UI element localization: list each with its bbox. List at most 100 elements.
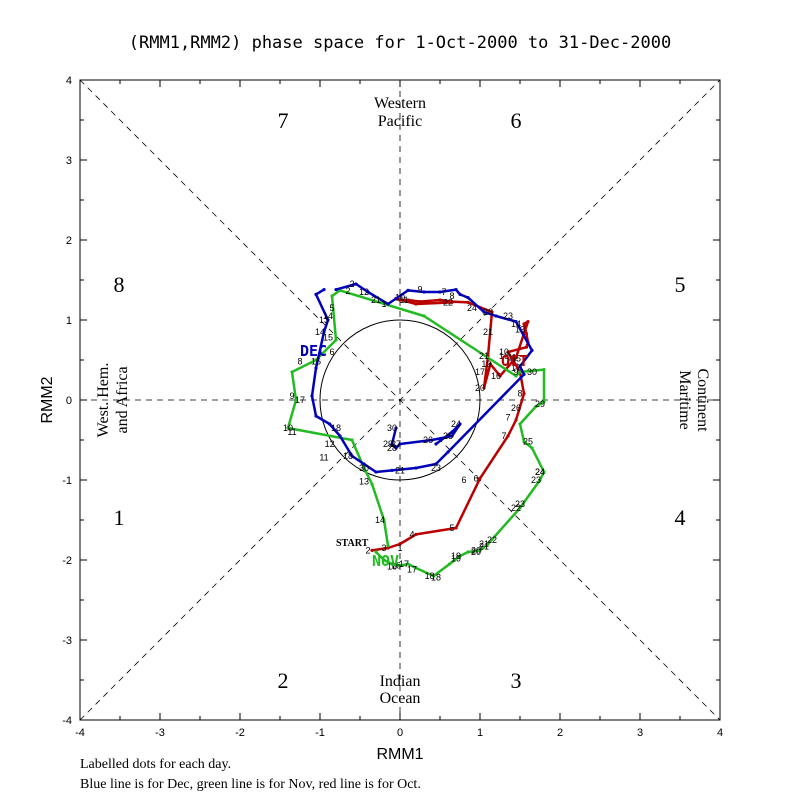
day-label: 12 bbox=[359, 287, 369, 297]
day-dot bbox=[394, 446, 398, 450]
day-label: 10 bbox=[499, 347, 509, 357]
y-tick-label: -3 bbox=[62, 635, 72, 647]
day-label: 11 bbox=[319, 453, 328, 463]
day-dot bbox=[450, 430, 454, 434]
day-dot bbox=[290, 370, 294, 374]
x-tick-label: 2 bbox=[557, 727, 563, 739]
day-dot bbox=[338, 434, 342, 438]
day-label: 29 bbox=[535, 399, 545, 409]
day-dot bbox=[438, 298, 442, 302]
day-dot bbox=[522, 440, 526, 444]
day-dot bbox=[466, 300, 470, 304]
x-tick-label: -1 bbox=[315, 727, 325, 739]
day-label: 23 bbox=[431, 463, 441, 473]
day-label: 16 bbox=[387, 561, 397, 571]
day-dot bbox=[382, 518, 386, 522]
day-dot bbox=[398, 564, 402, 568]
day-label: 13 bbox=[319, 315, 329, 325]
phase-label-3: 3 bbox=[511, 668, 522, 693]
day-label: 21 bbox=[483, 327, 493, 337]
day-label: 28 bbox=[387, 443, 397, 453]
day-label: 8 bbox=[449, 291, 454, 301]
x-tick-label: -2 bbox=[235, 727, 245, 739]
series-group bbox=[286, 282, 546, 578]
day-label: 11 bbox=[287, 427, 296, 437]
day-label: 24 bbox=[451, 419, 461, 429]
x-tick-label: -4 bbox=[75, 727, 85, 739]
day-dot bbox=[386, 302, 390, 306]
day-dot bbox=[310, 394, 314, 398]
day-dot bbox=[414, 532, 418, 537]
unit-circle bbox=[319, 319, 481, 481]
day-dot bbox=[350, 438, 354, 442]
day-dot bbox=[322, 288, 326, 292]
day-label: 20 bbox=[471, 547, 481, 557]
day-label: 13 bbox=[515, 325, 525, 335]
day-dot bbox=[534, 404, 538, 408]
day-label: 17 bbox=[399, 559, 409, 569]
day-dot bbox=[506, 434, 510, 438]
month-label-dec: DEC bbox=[300, 342, 327, 360]
day-label: 30 bbox=[387, 423, 397, 433]
series-line-dec bbox=[310, 282, 534, 474]
day-label: 19 bbox=[451, 551, 461, 561]
day-dot bbox=[458, 554, 462, 558]
day-dot bbox=[370, 482, 374, 486]
day-dot bbox=[526, 320, 530, 324]
day-dot bbox=[386, 544, 390, 548]
day-dot bbox=[498, 374, 502, 378]
day-label: 24 bbox=[535, 467, 545, 477]
day-dot bbox=[522, 392, 526, 396]
day-label: 17 bbox=[295, 395, 305, 405]
phase-label-2: 2 bbox=[278, 668, 289, 693]
day-label: 5 bbox=[329, 303, 334, 313]
day-label: 28 bbox=[483, 307, 493, 317]
day-dot bbox=[314, 292, 318, 296]
day-label: 22 bbox=[487, 535, 497, 545]
day-dot bbox=[518, 422, 522, 426]
day-dot bbox=[366, 290, 370, 294]
day-dot bbox=[486, 542, 490, 546]
day-dot bbox=[524, 332, 529, 336]
day-dot bbox=[506, 350, 510, 354]
day-dot bbox=[382, 558, 386, 562]
y-tick-label: -4 bbox=[62, 715, 72, 727]
start-label: START bbox=[336, 538, 369, 549]
series-line-nov bbox=[286, 289, 546, 578]
month-label-nov: NOV bbox=[372, 552, 399, 570]
x-axis-label: RMM1 bbox=[376, 746, 423, 763]
chart-title: (RMM1,RMM2) phase space for 1-Oct-2000 t… bbox=[129, 33, 671, 53]
day-dot bbox=[466, 296, 470, 300]
day-dot bbox=[406, 562, 410, 566]
day-dot bbox=[398, 298, 402, 302]
y-axis-label: RMM2 bbox=[39, 376, 56, 423]
day-dot bbox=[334, 288, 338, 292]
day-dot bbox=[330, 294, 334, 298]
day-label: 6 bbox=[473, 473, 478, 483]
day-dot bbox=[522, 372, 526, 376]
day-dot bbox=[514, 418, 518, 422]
day-label: 1 bbox=[397, 543, 402, 553]
day-label: 5 bbox=[449, 523, 454, 533]
day-label: 21 bbox=[479, 351, 489, 361]
day-dot bbox=[430, 438, 434, 442]
day-label: 2 bbox=[349, 279, 354, 289]
day-label: 7 bbox=[501, 431, 506, 441]
day-label: 16 bbox=[499, 351, 509, 361]
day-label: 4 bbox=[409, 529, 414, 539]
day-label: 17 bbox=[407, 565, 417, 575]
y-tick-label: 1 bbox=[66, 315, 72, 327]
day-dot bbox=[514, 320, 518, 324]
day-dot bbox=[328, 422, 332, 426]
day-label: 8 bbox=[517, 389, 522, 399]
phase-guides bbox=[79, 79, 721, 721]
day-label: 23 bbox=[531, 475, 541, 485]
day-dot bbox=[422, 314, 426, 318]
day-label: 15 bbox=[323, 333, 333, 343]
day-label: 22 bbox=[511, 503, 521, 513]
day-dot bbox=[522, 322, 526, 326]
day-dot bbox=[448, 562, 452, 566]
day-label: 20 bbox=[475, 383, 485, 393]
day-dot bbox=[398, 442, 402, 446]
day-dot bbox=[286, 426, 290, 430]
